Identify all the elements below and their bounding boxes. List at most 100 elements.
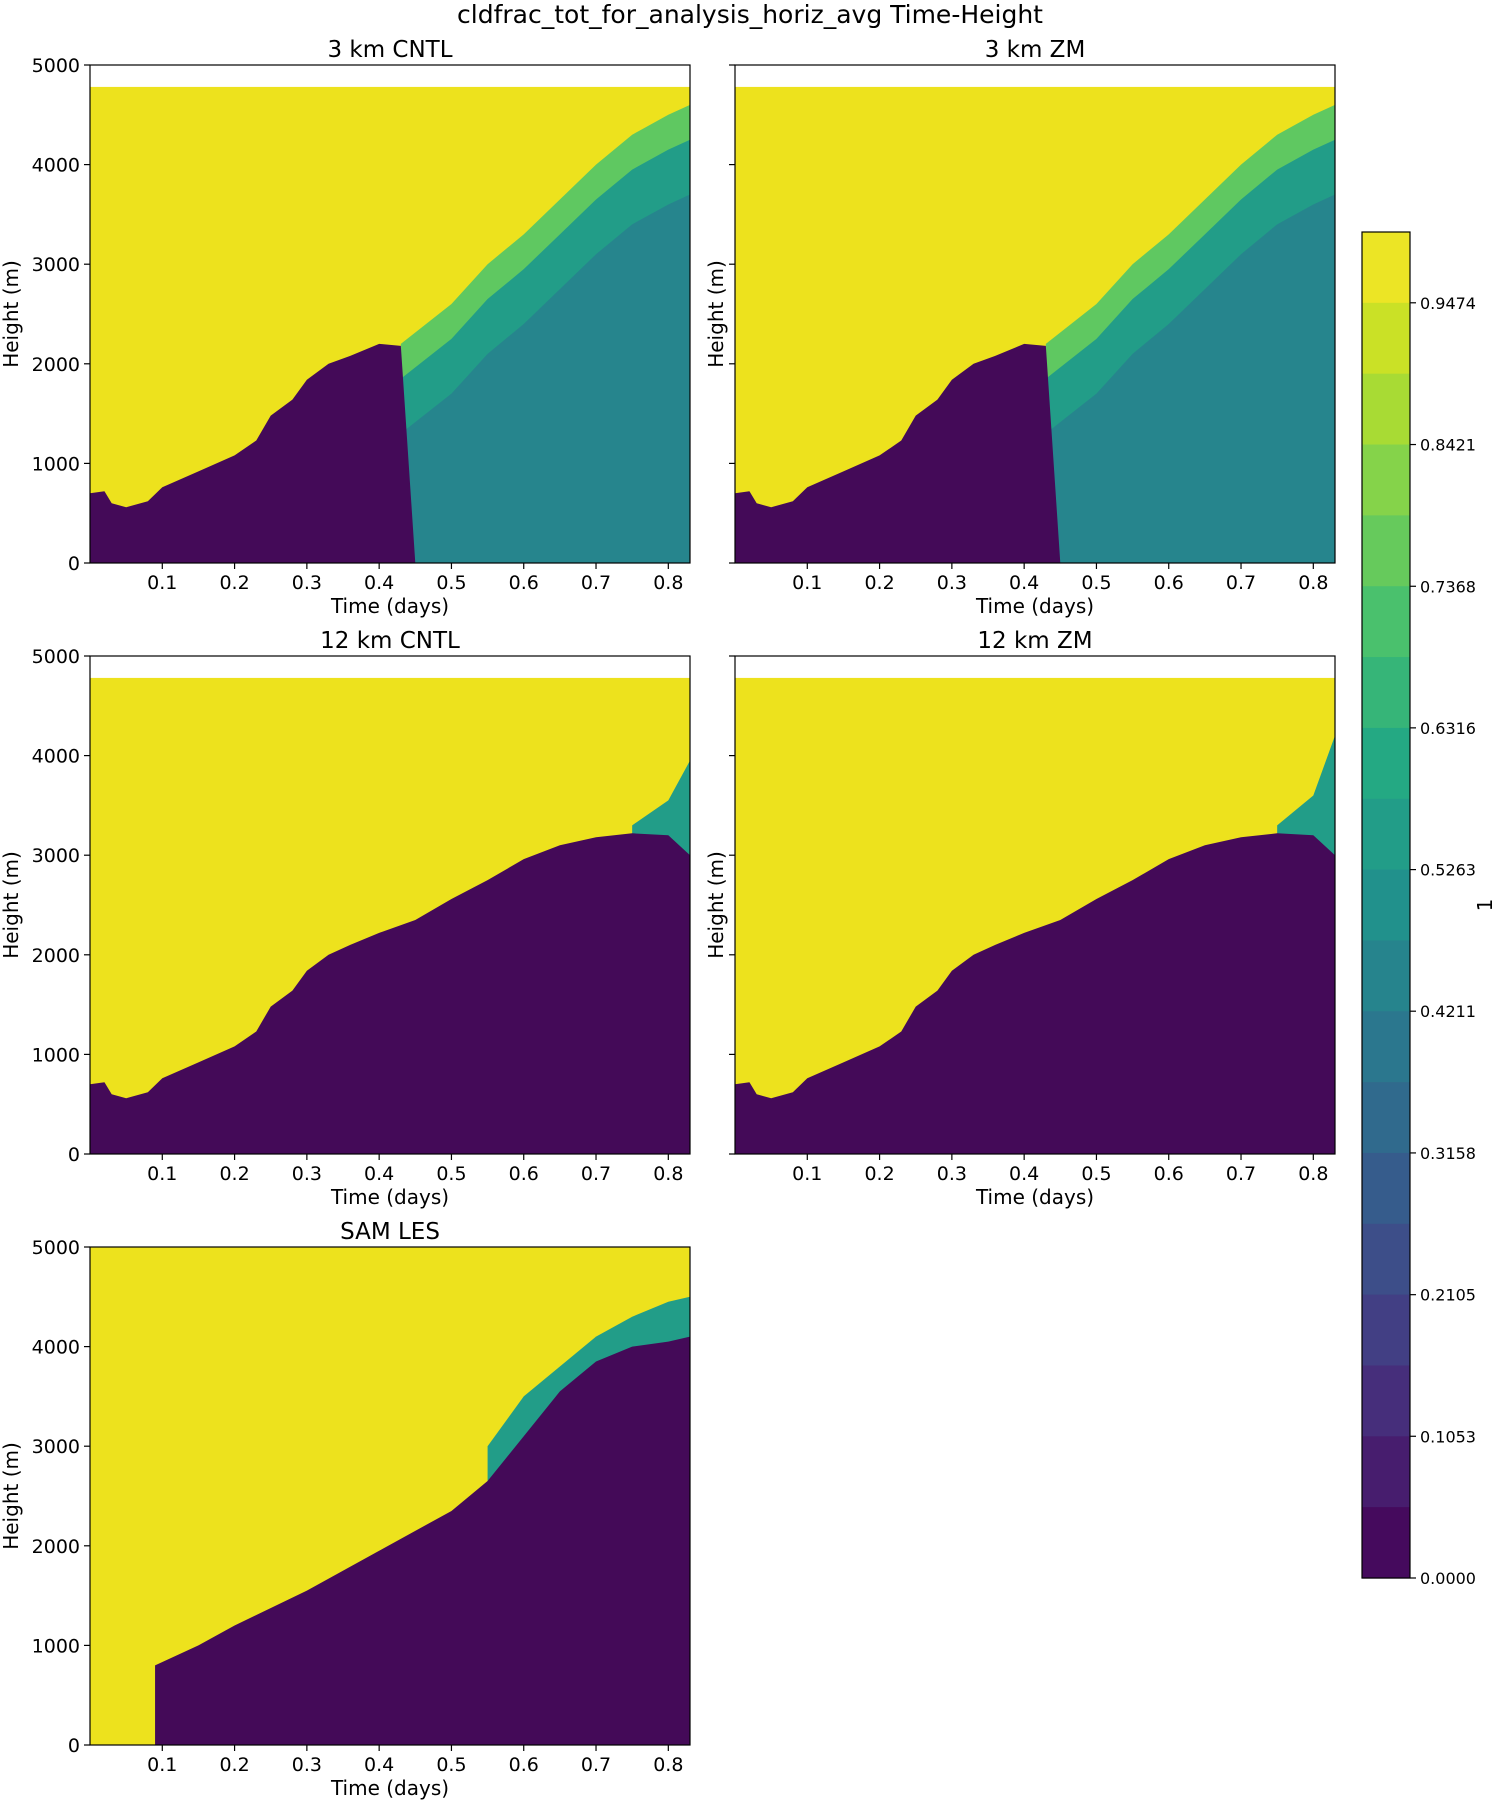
y-tick-label: 5000 <box>32 646 80 668</box>
panel-field <box>735 677 1335 1154</box>
x-tick-label: 0.7 <box>581 1754 611 1776</box>
full-cloud-region <box>735 833 1335 1154</box>
y-tick-label: 0 <box>68 553 80 575</box>
colorbar-level <box>1362 1507 1410 1579</box>
x-tick-label: 0.6 <box>509 1163 539 1185</box>
y-axis-label: Height (m) <box>704 851 728 959</box>
panel-field <box>90 677 690 1154</box>
colorbar-tick-label: 0.9474 <box>1420 294 1476 313</box>
x-tick-label: 0.2 <box>219 1163 249 1185</box>
colorbar-level <box>1362 1223 1410 1296</box>
y-tick-label: 4000 <box>32 155 80 177</box>
mixed-cloud-region-inner <box>1045 194 1335 563</box>
x-axis-label: Time (days) <box>330 1185 449 1209</box>
mixed-cloud-region-inner <box>400 194 690 563</box>
panel-field <box>90 1247 690 1745</box>
axes-frame <box>89 1246 691 1746</box>
x-tick-label: 0.3 <box>292 1754 322 1776</box>
colorbar-level <box>1362 586 1410 658</box>
colorbar-level <box>1362 1365 1410 1437</box>
x-tick-label: 0.1 <box>792 572 822 594</box>
x-tick-label: 0.2 <box>219 572 249 594</box>
colorbar-level <box>1362 1011 1410 1083</box>
panel-field <box>735 86 1335 563</box>
colorbar-label: 1 <box>1473 899 1497 912</box>
colorbar-level <box>1362 444 1410 516</box>
y-tick-label: 5000 <box>32 1237 80 1259</box>
x-tick-label: 0.4 <box>364 1754 394 1776</box>
panel-title: 3 km ZM <box>985 37 1086 63</box>
x-tick-label: 0.4 <box>364 1163 394 1185</box>
y-tick-label: 3000 <box>32 1436 80 1458</box>
x-tick-label: 0.1 <box>147 1163 177 1185</box>
colorbar-level <box>1362 657 1410 729</box>
panel-3: 0.1 0.2 0.3 0.4 0.5 0.6 0.7 0.8 12 km ZM Time (da… <box>704 628 1336 1209</box>
x-tick-label: 0.3 <box>937 1163 967 1185</box>
y-tick-label: 3000 <box>32 845 80 867</box>
x-tick-label: 0.7 <box>581 1163 611 1185</box>
panel-title: 12 km ZM <box>977 628 1092 654</box>
panel-2: 0.1 0.2 0.3 0.4 0.5 0.6 0.7 0.8 0 1000 2000 3000 400… <box>0 628 691 1209</box>
panel-title: 12 km CNTL <box>320 628 460 654</box>
colorbar-level <box>1362 940 1410 1012</box>
y-tick-label: 0 <box>68 1144 80 1166</box>
y-tick-label: 5000 <box>32 55 80 77</box>
x-tick-label: 0.1 <box>792 1163 822 1185</box>
colorbar-level <box>1362 302 1410 375</box>
colorbar-level <box>1362 798 1410 871</box>
panels: 0.1 0.2 0.3 0.4 0.5 0.6 0.7 0.8 0 1000 2000 3000 400… <box>0 37 1336 1800</box>
x-tick-label: 0.5 <box>1081 1163 1111 1185</box>
colorbar-level <box>1362 869 1410 942</box>
colorbar-level <box>1362 727 1410 800</box>
y-axis-label: Height (m) <box>0 1442 23 1550</box>
full-cloud-region <box>735 343 1061 563</box>
x-tick-label: 0.4 <box>364 572 394 594</box>
colorbar-tick-label: 0.8421 <box>1420 436 1476 455</box>
y-axis-label: Height (m) <box>0 260 23 368</box>
x-tick-label: 0.4 <box>1009 1163 1039 1185</box>
x-tick-label: 0.5 <box>436 1754 466 1776</box>
colorbar-tick-label: 0.4211 <box>1420 1002 1476 1021</box>
panel-title: 3 km CNTL <box>327 37 452 63</box>
axes-frame <box>89 64 691 564</box>
full-cloud-region <box>90 343 416 563</box>
x-tick-label: 0.4 <box>1009 572 1039 594</box>
x-tick-label: 0.1 <box>147 1754 177 1776</box>
colorbar-level <box>1362 1294 1410 1367</box>
axes-frame <box>734 64 1336 564</box>
y-tick-label: 1000 <box>32 1635 80 1657</box>
x-tick-label: 0.6 <box>509 1754 539 1776</box>
x-axis-label: Time (days) <box>330 594 449 618</box>
x-tick-label: 0.2 <box>219 1754 249 1776</box>
colorbar-level <box>1362 1082 1410 1154</box>
colorbar-level <box>1362 515 1410 587</box>
x-tick-label: 0.3 <box>292 1163 322 1185</box>
x-tick-label: 0.7 <box>1226 572 1256 594</box>
axes-frame <box>734 655 1336 1155</box>
x-tick-label: 0.8 <box>653 1754 683 1776</box>
y-axis-label: Height (m) <box>0 851 23 959</box>
colorbar-tick-label: 0.2105 <box>1420 1286 1476 1305</box>
colorbar-tick-label: 0.6316 <box>1420 719 1476 738</box>
x-tick-label: 0.8 <box>653 572 683 594</box>
x-axis-label: Time (days) <box>330 1776 449 1800</box>
x-tick-label: 0.3 <box>292 572 322 594</box>
panel-4: 0.1 0.2 0.3 0.4 0.5 0.6 0.7 0.8 0 1000 2000 3000 400… <box>0 1219 691 1800</box>
full-cloud-region <box>90 833 690 1154</box>
x-tick-label: 0.7 <box>581 572 611 594</box>
x-tick-label: 0.8 <box>1298 1163 1328 1185</box>
x-tick-label: 0.1 <box>147 572 177 594</box>
y-tick-label: 4000 <box>32 746 80 768</box>
x-axis-label: Time (days) <box>975 594 1094 618</box>
colorbar-level <box>1362 1152 1410 1225</box>
panel-0: 0.1 0.2 0.3 0.4 0.5 0.6 0.7 0.8 0 1000 2000 3000 400… <box>0 37 691 618</box>
x-tick-label: 0.8 <box>653 1163 683 1185</box>
x-tick-label: 0.6 <box>1154 572 1184 594</box>
y-tick-label: 0 <box>68 1735 80 1757</box>
x-axis-label: Time (days) <box>975 1185 1094 1209</box>
y-tick-label: 4000 <box>32 1337 80 1359</box>
y-tick-label: 2000 <box>32 1536 80 1558</box>
y-tick-label: 1000 <box>32 1044 80 1066</box>
colorbar-level <box>1362 232 1410 304</box>
